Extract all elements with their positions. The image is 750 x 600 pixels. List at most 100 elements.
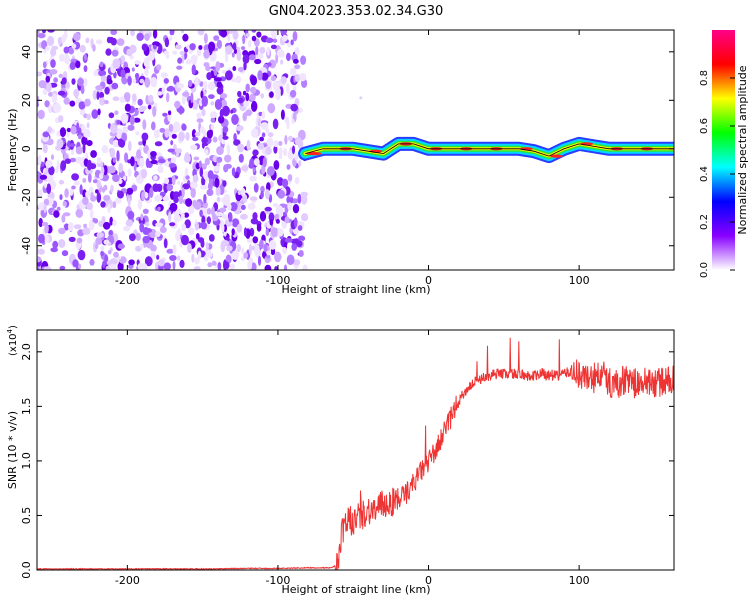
noise-blob [230, 109, 234, 114]
noise-blob [100, 201, 106, 208]
noise-blob [117, 190, 124, 199]
noise-blob [219, 108, 224, 118]
noise-blob [105, 265, 110, 270]
noise-blob [150, 77, 158, 88]
noise-blob [101, 145, 109, 154]
colorbar-tick-label: 0.4 [699, 166, 710, 182]
noise-blob [286, 52, 291, 62]
noise-blob [256, 31, 262, 38]
noise-blob [222, 135, 229, 140]
noise-blob [181, 124, 187, 131]
noise-blob [121, 132, 128, 143]
noise-blob [44, 182, 48, 189]
noise-blob [251, 128, 259, 138]
noise-blob [185, 198, 193, 207]
noise-blob [61, 250, 69, 257]
noise-blob [221, 214, 228, 220]
noise-blob [278, 146, 283, 157]
noise-blob [218, 115, 225, 124]
noise-blob [250, 262, 257, 270]
noise-blob [127, 168, 132, 177]
noise-blob [45, 160, 53, 168]
noise-blob [273, 145, 278, 154]
noise-blob [249, 227, 255, 237]
noise-blob [176, 65, 183, 70]
noise-blob [80, 84, 85, 95]
noise-blob [37, 71, 42, 77]
noise-blob [302, 264, 308, 270]
noise-blob [46, 183, 52, 194]
noise-blob [47, 126, 53, 133]
noise-blob [237, 190, 242, 195]
noise-blob [221, 223, 225, 233]
noise-blob [290, 103, 299, 112]
noise-blob [159, 191, 166, 196]
noise-blob [270, 44, 277, 50]
noise-blob [175, 44, 182, 50]
x-tick-label: -200 [115, 274, 140, 287]
noise-blob [108, 112, 115, 119]
noise-blob [99, 61, 104, 68]
noise-blob [143, 30, 149, 34]
noise-blob [127, 75, 132, 86]
noise-blob [245, 109, 253, 117]
noise-blob [166, 248, 174, 254]
noise-blob [270, 30, 278, 39]
noise-blob [257, 142, 264, 150]
noise-blob [125, 94, 131, 103]
noise-blob [229, 202, 238, 212]
noise-blob [37, 256, 42, 263]
snr-frame [36, 329, 675, 571]
noise-blob [201, 108, 206, 117]
noise-blob [38, 217, 43, 228]
noise-blob [253, 183, 259, 193]
noise-blob [236, 244, 241, 253]
noise-blob [284, 116, 290, 124]
noise-blob [152, 30, 158, 39]
noise-blob [98, 69, 107, 77]
noise-blob [246, 141, 250, 150]
noise-blob [201, 163, 207, 170]
signal-peak [550, 154, 563, 158]
noise-blob [181, 234, 189, 246]
noise-blob [232, 66, 237, 71]
noise-blob [59, 265, 66, 270]
noise-blob [41, 40, 48, 50]
noise-blob [192, 174, 199, 183]
noise-blob [221, 240, 230, 247]
noise-blob [301, 193, 308, 205]
noise-blob [215, 186, 221, 196]
noise-blob [241, 256, 245, 261]
noise-blob [113, 251, 119, 258]
noise-blob [207, 252, 213, 258]
noise-blob [96, 91, 100, 100]
noise-blob [69, 61, 76, 70]
noise-blob [203, 193, 207, 204]
noise-blob [245, 83, 250, 93]
noise-blob [103, 165, 108, 176]
noise-blob [246, 238, 254, 243]
noise-blob [135, 131, 140, 136]
noise-blob [77, 249, 86, 261]
noise-blob [107, 250, 112, 255]
noise-blob [168, 123, 174, 133]
noise-blob [73, 88, 80, 98]
noise-blob [53, 210, 60, 218]
noise-blob [137, 263, 144, 270]
noise-blob [56, 206, 61, 211]
noise-blob [204, 254, 209, 262]
noise-blob [149, 187, 154, 199]
noise-blob [219, 207, 227, 213]
noise-blob [127, 264, 134, 269]
noise-blob [259, 46, 266, 54]
noise-blob [137, 98, 143, 106]
noise-blob [139, 105, 147, 111]
spectrogram-content [37, 30, 674, 270]
noise-blob [140, 213, 144, 221]
noise-blob [65, 81, 70, 90]
noise-blob [284, 135, 288, 145]
noise-blob [187, 79, 193, 88]
noise-blob [59, 194, 63, 201]
noise-blob [216, 156, 223, 163]
